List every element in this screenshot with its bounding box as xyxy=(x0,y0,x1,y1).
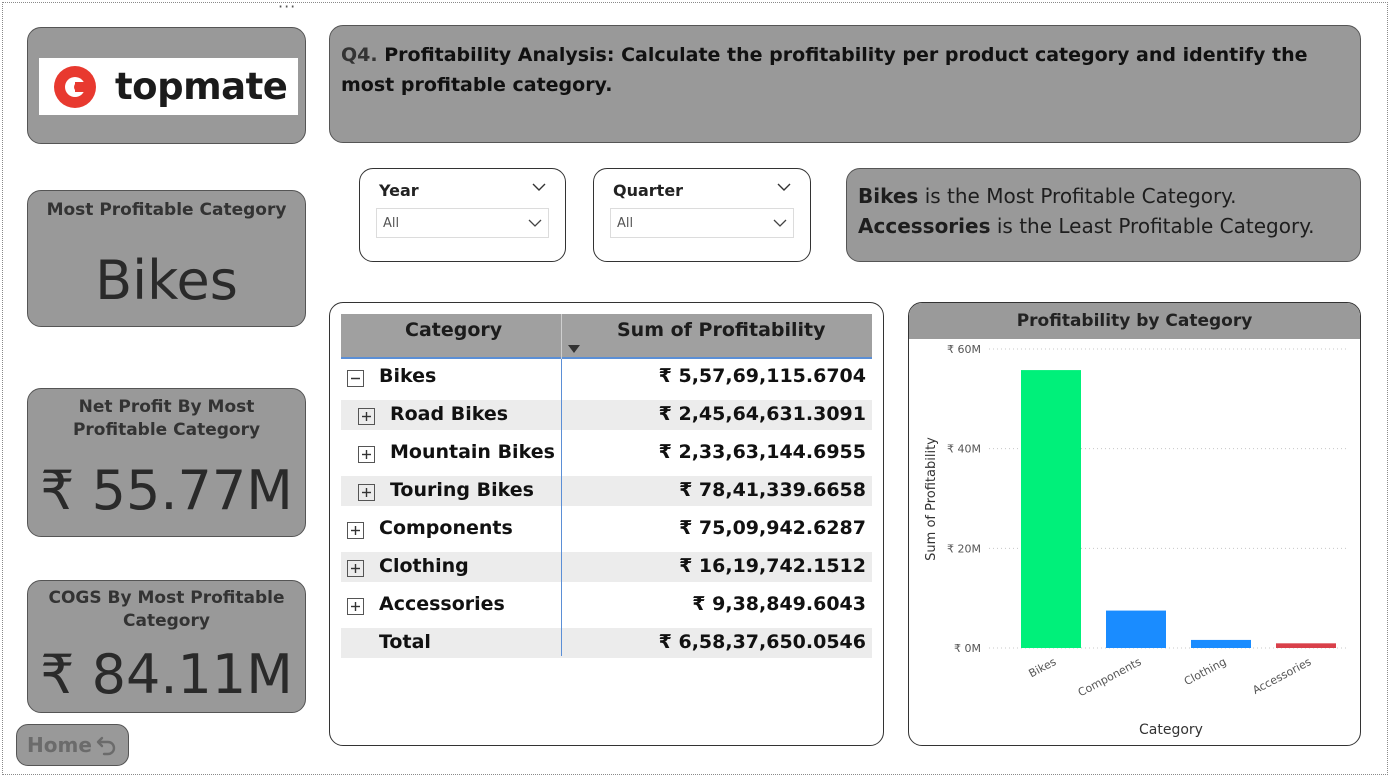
insight-most-category: Bikes xyxy=(858,184,919,208)
row-value: ₹ 5,57,69,115.6704 xyxy=(658,365,866,387)
y-tick-label: ₹ 0M xyxy=(954,642,981,655)
insight-least-category: Accessories xyxy=(858,214,991,238)
chevron-down-icon xyxy=(528,219,542,227)
sort-descending-icon[interactable] xyxy=(568,345,580,353)
year-slicer-title: Year xyxy=(379,181,419,200)
chevron-down-icon xyxy=(773,219,787,227)
chevron-down-icon[interactable] xyxy=(776,181,792,193)
bar-components xyxy=(1106,610,1166,648)
y-tick-label: ₹ 40M xyxy=(947,443,981,456)
year-slicer: Year All xyxy=(359,168,566,262)
y-tick-label: ₹ 60M xyxy=(947,343,981,356)
row-category: Accessories xyxy=(379,593,505,615)
table-header: Category Sum of Profitability xyxy=(341,314,872,359)
more-options-icon[interactable]: ··· xyxy=(278,0,297,16)
question-text: Q4. Profitability Analysis: Calculate th… xyxy=(341,40,1340,100)
quarter-dropdown[interactable]: All xyxy=(610,208,794,238)
logo-text: topmate xyxy=(115,65,288,108)
x-tick-label: Clothing xyxy=(1182,655,1229,688)
profitability-matrix: Category Sum of Profitability Bikes ₹ 5,5… xyxy=(329,302,884,746)
insight-most-profitable: Bikes is the Most Profitable Category. xyxy=(858,184,1237,208)
row-value: ₹ 16,19,742.1512 xyxy=(679,555,866,577)
bar-clothing xyxy=(1191,639,1251,648)
insight-least-profitable: Accessories is the Least Profitable Cate… xyxy=(858,214,1315,238)
kpi-title-line2: Profitable Category xyxy=(72,420,261,440)
expand-icon[interactable] xyxy=(347,560,364,577)
chevron-down-icon[interactable] xyxy=(531,181,547,193)
insight-least-text: is the Least Profitable Category. xyxy=(990,214,1315,238)
y-tick-label: ₹ 20M xyxy=(947,542,981,555)
row-category: Clothing xyxy=(379,555,469,577)
table-row: Components ₹ 75,09,942.6287 xyxy=(341,514,872,544)
expand-icon[interactable] xyxy=(358,484,375,501)
kpi-title-line1: COGS By Most Profitable xyxy=(48,588,285,608)
row-category: Touring Bikes xyxy=(390,479,534,501)
row-category: Total xyxy=(379,631,431,653)
chart-header: Profitability by Category xyxy=(909,303,1360,339)
kpi-value: ₹ 84.11M xyxy=(40,643,293,706)
kpi-title-line1: Net Profit By Most xyxy=(78,397,255,417)
x-tick-label: Components xyxy=(1076,655,1144,699)
row-value: ₹ 78,41,339.6658 xyxy=(679,479,866,501)
y-axis-label: Sum of Profitability xyxy=(924,437,939,561)
column-header-category[interactable]: Category xyxy=(405,319,503,341)
kpi-value: Bikes xyxy=(95,249,238,312)
bar-chart: ₹ 0M ₹ 20M ₹ 40M ₹ 60M Bikes Components Clothi… xyxy=(924,343,1349,738)
table-row: Clothing ₹ 16,19,742.1512 xyxy=(341,552,872,582)
row-category: Components xyxy=(379,517,513,539)
kpi-net-profit: Net Profit By Most Profitable Category ₹… xyxy=(27,388,306,537)
chart-title: Profitability by Category xyxy=(1016,311,1253,331)
row-category: Bikes xyxy=(379,365,437,387)
column-separator xyxy=(561,359,562,656)
topmate-logo-icon xyxy=(54,65,96,108)
collapse-icon[interactable] xyxy=(347,370,364,387)
expand-icon[interactable] xyxy=(347,598,364,615)
row-category: Mountain Bikes xyxy=(390,441,555,463)
insight-card: Bikes is the Most Profitable Category. A… xyxy=(846,168,1361,262)
table-row: Road Bikes ₹ 2,45,64,631.3091 xyxy=(341,400,872,430)
expand-icon[interactable] xyxy=(347,522,364,539)
home-button[interactable]: Home xyxy=(16,724,129,766)
question-card: Q4. Profitability Analysis: Calculate th… xyxy=(329,25,1361,143)
row-value: ₹ 2,45,64,631.3091 xyxy=(658,403,866,425)
header-separator xyxy=(561,314,562,359)
kpi-title-line2: Category xyxy=(123,611,210,631)
row-category: Road Bikes xyxy=(390,403,509,425)
question-number: Q4. xyxy=(341,44,378,66)
home-button-label: Home xyxy=(27,733,92,757)
table-row: Total ₹ 6,58,37,650.0546 xyxy=(341,628,872,658)
quarter-slicer: Quarter All xyxy=(593,168,811,262)
table-row: Mountain Bikes ₹ 2,33,63,144.6955 xyxy=(341,438,872,468)
expand-icon[interactable] xyxy=(358,408,375,425)
expand-icon[interactable] xyxy=(358,446,375,463)
table-row: Accessories ₹ 9,38,849.6043 xyxy=(341,590,872,620)
x-axis-label: Category xyxy=(1139,722,1203,738)
quarter-dropdown-value: All xyxy=(617,215,634,231)
x-tick-label: Accessories xyxy=(1250,655,1313,697)
bar-bikes xyxy=(1021,370,1081,648)
column-header-sum[interactable]: Sum of Profitability xyxy=(617,319,826,341)
question-body: Profitability Analysis: Calculate the pr… xyxy=(341,44,1308,96)
bar-accessories xyxy=(1276,643,1336,648)
row-value: ₹ 6,58,37,650.0546 xyxy=(658,631,866,653)
year-dropdown-value: All xyxy=(383,215,400,231)
table-row: Bikes ₹ 5,57,69,115.6704 xyxy=(341,362,872,392)
quarter-slicer-title: Quarter xyxy=(613,181,684,200)
year-dropdown[interactable]: All xyxy=(376,208,549,238)
insight-most-text: is the Most Profitable Category. xyxy=(918,184,1237,208)
kpi-value: ₹ 55.77M xyxy=(40,459,293,522)
kpi-title: Most Profitable Category xyxy=(46,200,287,220)
kpi-cogs: COGS By Most Profitable Category ₹ 84.11… xyxy=(27,580,306,713)
x-tick-label: Bikes xyxy=(1027,655,1059,680)
row-value: ₹ 75,09,942.6287 xyxy=(679,517,866,539)
row-value: ₹ 9,38,849.6043 xyxy=(692,593,866,615)
logo-card: topmate xyxy=(27,27,306,144)
row-value: ₹ 2,33,63,144.6955 xyxy=(658,441,866,463)
profitability-chart: Profitability by Category ₹ 0M ₹ 20M ₹ 40M… xyxy=(908,302,1361,746)
kpi-most-profitable-category: Most Profitable Category Bikes xyxy=(27,190,306,327)
table-row: Touring Bikes ₹ 78,41,339.6658 xyxy=(341,476,872,506)
logo: topmate xyxy=(39,58,298,115)
return-arrow-icon xyxy=(96,736,116,756)
